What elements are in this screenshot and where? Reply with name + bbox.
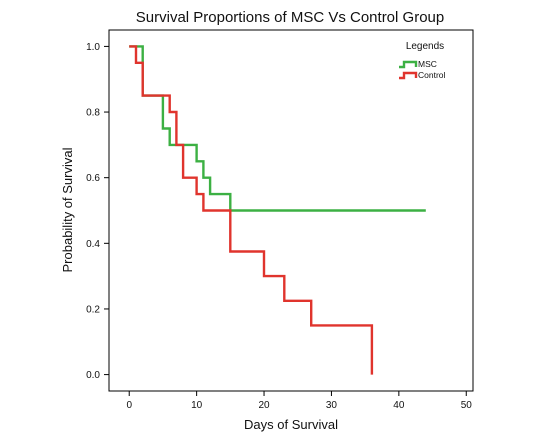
chart-title: Survival Proportions of MSC Vs Control G… [136,9,444,26]
y-tick-label: 0.6 [86,173,100,184]
y-tick-label: 0.0 [86,370,100,381]
x-tick-label: 10 [191,400,203,411]
x-tick-label: 30 [326,400,338,411]
legend-label-control: Control [418,70,446,80]
x-tick-label: 40 [393,400,405,411]
y-tick-label: 1.0 [86,42,100,53]
y-axis-label: Probability of Survival [60,147,75,272]
y-tick-label: 0.4 [86,239,100,250]
x-tick-label: 20 [258,400,270,411]
y-tick-label: 0.2 [86,304,100,315]
axis-ticks: 0 10 20 30 40 50 0.0 0.2 0.4 0.6 0.8 1.0 [86,42,472,411]
legend-title: Legends [406,41,444,52]
series-lines [129,45,426,375]
legend-swatch-control [399,71,418,80]
legend-swatch-msc [399,60,418,69]
series-line-control [129,45,374,375]
x-tick-label: 50 [461,400,473,411]
legend-label-msc: MSC [418,59,437,69]
y-tick-label: 0.8 [86,108,100,119]
x-tick-label: 0 [126,400,132,411]
x-axis-label: Days of Survival [244,417,338,432]
legend: Legends MSC Control [399,41,446,80]
